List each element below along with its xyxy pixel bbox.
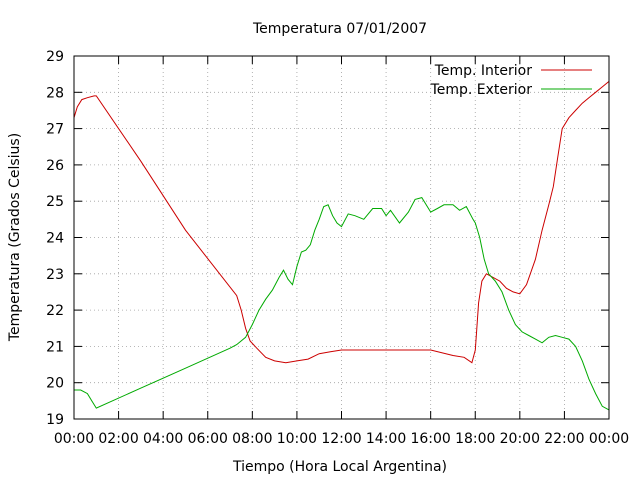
series-line-exterior — [74, 197, 610, 411]
y-tick-label: 27 — [46, 122, 64, 138]
grid-lines — [74, 56, 609, 419]
series-line-interior — [73, 81, 610, 364]
x-axis-label: Tiempo (Hora Local Argentina) — [232, 459, 447, 475]
chart-title: Temperatura 07/01/2007 — [252, 21, 427, 37]
x-tick-label: 02:00 — [98, 431, 138, 447]
y-tick-label: 29 — [46, 49, 64, 65]
y-tick-label: 26 — [46, 158, 64, 174]
y-tick-label: 25 — [46, 194, 64, 210]
y-tick-label: 22 — [46, 303, 64, 319]
y-tick-label: 20 — [46, 376, 64, 392]
y-axis-label: Temperatura (Grados Celsius) — [7, 133, 23, 342]
x-tick-label: 18:00 — [455, 431, 495, 447]
legend-label-interior: Temp. Interior — [434, 63, 533, 79]
x-tick-label: 22:00 — [544, 431, 584, 447]
y-tick-label: 21 — [46, 339, 64, 355]
y-tick-label: 19 — [46, 412, 64, 428]
y-tick-label: 24 — [46, 231, 64, 247]
x-tick-labels: 00:00 02:00 04:00 06:00 08:00 10:00 12:00 14:00… — [54, 431, 629, 447]
y-tick-label: 23 — [46, 267, 64, 283]
x-tick-label: 16:00 — [410, 431, 450, 447]
x-tick-label: 08:00 — [232, 431, 272, 447]
x-tick-label: 10:00 — [277, 431, 317, 447]
legend-label-exterior: Temp. Exterior — [430, 82, 533, 98]
x-tick-label: 12:00 — [321, 431, 361, 447]
legend: Temp. Interior Temp. Exterior — [430, 63, 592, 98]
x-tick-label: 04:00 — [143, 431, 183, 447]
x-tick-label: 14:00 — [366, 431, 406, 447]
x-tick-label: 06:00 — [188, 431, 228, 447]
y-tick-labels: 19 20 21 22 23 24 25 26 27 28 29 — [46, 49, 64, 428]
x-tick-label: 00:00 — [54, 431, 94, 447]
y-tick-label: 28 — [46, 85, 64, 101]
axis-ticks — [73, 55, 610, 420]
x-tick-label: 20:00 — [500, 431, 540, 447]
series-layer — [73, 81, 610, 411]
x-tick-label: 00:00 — [589, 431, 629, 447]
